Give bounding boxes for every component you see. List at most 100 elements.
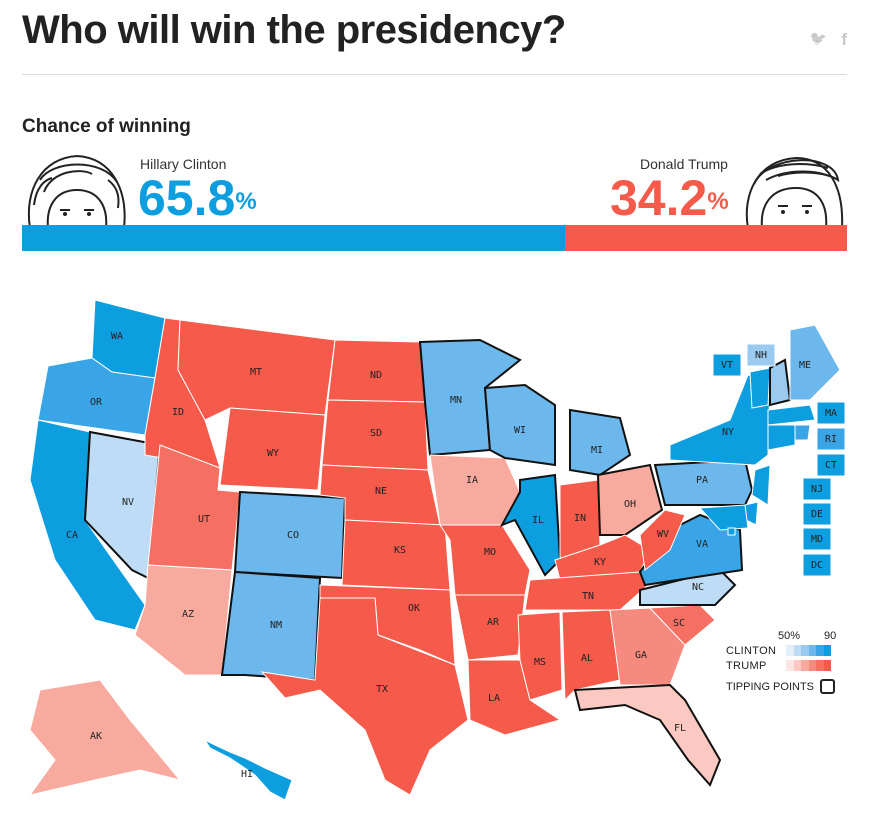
state-label-ga: GA bbox=[635, 650, 647, 661]
state-label-fl: FL bbox=[674, 723, 686, 734]
state-label-nv: NV bbox=[122, 497, 134, 508]
trump-percent: 34.2% bbox=[610, 170, 729, 226]
state-label-md: MD bbox=[811, 534, 823, 545]
page-title: Who will win the presidency? bbox=[22, 8, 566, 52]
state-box-nh[interactable] bbox=[746, 343, 776, 367]
state-label-ks: KS bbox=[394, 545, 406, 556]
state-box-ri[interactable] bbox=[816, 427, 846, 451]
legend-trump-label: TRUMP bbox=[726, 659, 767, 672]
state-ma[interactable] bbox=[767, 404, 816, 426]
state-label-mt: MT bbox=[250, 367, 262, 378]
state-box-vt[interactable] bbox=[712, 353, 742, 377]
header-divider bbox=[22, 74, 847, 75]
state-mi[interactable] bbox=[569, 408, 632, 477]
state-nj[interactable] bbox=[751, 464, 771, 506]
state-label-mo: MO bbox=[484, 547, 496, 558]
state-box-dc[interactable] bbox=[802, 553, 832, 577]
state-label-or: OR bbox=[90, 397, 103, 408]
state-md[interactable] bbox=[698, 504, 749, 531]
state-hi[interactable] bbox=[203, 738, 293, 801]
legend-swatch bbox=[801, 660, 809, 671]
legend-swatch bbox=[816, 645, 824, 656]
state-wy[interactable] bbox=[219, 407, 326, 491]
state-label-nj: NJ bbox=[811, 484, 823, 495]
state-box-md[interactable] bbox=[802, 527, 832, 551]
state-oh[interactable] bbox=[596, 463, 664, 536]
state-il[interactable] bbox=[499, 473, 562, 577]
state-tx[interactable] bbox=[260, 597, 469, 796]
state-box-nj[interactable] bbox=[802, 477, 832, 501]
state-label-vt: VT bbox=[721, 360, 733, 371]
state-label-nm: NM bbox=[270, 620, 282, 631]
clinton-bar-segment bbox=[22, 225, 565, 251]
state-label-ca: CA bbox=[66, 530, 78, 541]
state-label-tn: TN bbox=[582, 591, 594, 602]
state-label-ct: CT bbox=[825, 460, 837, 471]
state-ct[interactable] bbox=[767, 424, 796, 451]
legend-swatch bbox=[823, 660, 831, 671]
state-ia[interactable] bbox=[429, 454, 521, 526]
state-label-nd: ND bbox=[370, 370, 382, 381]
legend-swatch bbox=[816, 660, 824, 671]
state-label-sd: SD bbox=[370, 428, 382, 439]
state-label-dc: DC bbox=[811, 560, 823, 571]
clinton-percent: 65.8% bbox=[138, 170, 257, 226]
state-label-wy: WY bbox=[267, 448, 279, 459]
legend-trump-scale bbox=[786, 660, 831, 671]
state-fl[interactable] bbox=[573, 683, 722, 787]
state-wv[interactable] bbox=[639, 509, 686, 571]
state-box-ma[interactable] bbox=[816, 401, 846, 425]
state-wi[interactable] bbox=[483, 383, 556, 467]
clinton-portrait bbox=[27, 154, 126, 228]
state-box-ct[interactable] bbox=[816, 453, 846, 477]
legend-clinton-scale bbox=[786, 645, 831, 656]
state-label-wi: WI bbox=[514, 425, 526, 436]
clinton-name: Hillary Clinton bbox=[140, 156, 227, 172]
trump-bar-segment bbox=[564, 225, 847, 251]
state-label-wv: WV bbox=[657, 529, 669, 540]
state-dc[interactable] bbox=[727, 527, 736, 536]
win-probability-bar bbox=[22, 225, 847, 251]
state-label-il: IL bbox=[532, 515, 544, 526]
state-nh[interactable] bbox=[769, 358, 792, 407]
state-ri[interactable] bbox=[794, 424, 811, 441]
facebook-icon[interactable]: f bbox=[841, 30, 847, 49]
state-label-ri: RI bbox=[825, 434, 837, 445]
state-label-ms: MS bbox=[534, 657, 546, 668]
twitter-icon[interactable]: 🐦 bbox=[809, 30, 828, 46]
state-label-sc: SC bbox=[673, 618, 685, 629]
state-tn[interactable] bbox=[524, 571, 649, 611]
state-ak[interactable] bbox=[28, 679, 182, 796]
state-label-id: ID bbox=[172, 407, 184, 418]
state-label-in: IN bbox=[574, 513, 586, 524]
state-label-co: CO bbox=[287, 530, 299, 541]
legend-swatch bbox=[808, 645, 816, 656]
trump-portrait bbox=[745, 156, 844, 228]
state-label-hi: HI bbox=[241, 769, 253, 780]
state-label-ma: MA bbox=[825, 408, 837, 419]
trump-name: Donald Trump bbox=[640, 156, 728, 172]
state-label-oh: OH bbox=[624, 499, 636, 510]
state-al[interactable] bbox=[561, 609, 621, 702]
state-ar[interactable] bbox=[454, 594, 526, 661]
legend-swatch bbox=[808, 660, 816, 671]
state-label-ak: AK bbox=[90, 731, 102, 742]
state-label-ky: KY bbox=[594, 557, 606, 568]
state-box-de[interactable] bbox=[802, 502, 832, 526]
state-ms[interactable] bbox=[517, 611, 563, 701]
state-label-mi: MI bbox=[591, 445, 603, 456]
state-label-wa: WA bbox=[111, 331, 123, 342]
state-mo[interactable] bbox=[439, 524, 531, 596]
state-label-de: DE bbox=[811, 509, 823, 520]
legend-scale-low: 50% bbox=[778, 629, 801, 642]
state-label-va: VA bbox=[696, 539, 708, 550]
state-label-nh: NH bbox=[755, 350, 767, 361]
state-az[interactable] bbox=[134, 564, 233, 676]
state-label-nc: NC bbox=[692, 582, 704, 593]
state-label-pa: PA bbox=[696, 475, 708, 486]
state-ga[interactable] bbox=[609, 607, 686, 686]
tipping-point-icon bbox=[820, 679, 836, 694]
share-bar: 🐦 f bbox=[810, 30, 847, 50]
state-me[interactable] bbox=[789, 324, 841, 401]
state-vt[interactable] bbox=[749, 367, 771, 409]
